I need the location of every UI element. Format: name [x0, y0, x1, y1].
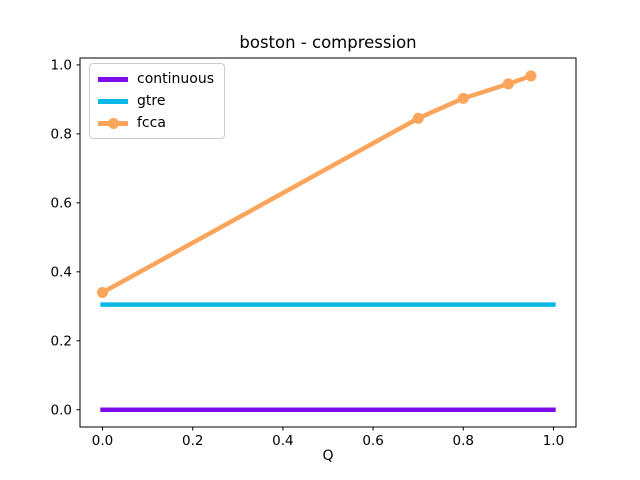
y-tick-label: 0.4	[51, 264, 72, 280]
legend-label: continuous	[137, 71, 214, 87]
chart-title: boston - compression	[239, 33, 417, 52]
x-tick-label: 0.0	[92, 433, 113, 449]
x-axis-label: Q	[322, 448, 334, 464]
x-tick-label: 0.4	[272, 433, 293, 449]
legend-entry-continuous: continuous	[98, 70, 214, 88]
legend-line-icon	[98, 99, 128, 104]
legend-swatch-continuous	[98, 73, 128, 85]
legend-label: gtre	[137, 93, 166, 109]
y-tick-label: 0.6	[51, 195, 72, 211]
series-marker-fcca	[502, 78, 514, 90]
axes-frame	[79, 57, 577, 428]
series-marker-fcca	[97, 287, 109, 299]
y-tick-label: 0.0	[51, 402, 72, 418]
y-tick-label: 0.2	[51, 333, 72, 349]
legend: continuous gtre fcca	[89, 63, 225, 139]
series-marker-fcca	[457, 92, 469, 104]
y-tick-label: 0.8	[51, 126, 72, 142]
legend-label: fcca	[137, 115, 166, 131]
legend-marker-icon	[107, 117, 119, 129]
legend-swatch-fcca	[98, 117, 128, 129]
legend-swatch-gtre	[98, 95, 128, 107]
legend-line-icon	[98, 77, 128, 82]
x-tick-label: 0.6	[362, 433, 383, 449]
y-tick-label: 1.0	[51, 57, 72, 73]
x-tick-label: 0.8	[453, 433, 474, 449]
x-tick-label: 0.2	[182, 433, 203, 449]
x-tick-label: 1.0	[543, 433, 564, 449]
series-marker-fcca	[525, 70, 537, 82]
legend-entry-fcca: fcca	[98, 114, 214, 132]
legend-entry-gtre: gtre	[98, 92, 214, 110]
series-marker-fcca	[412, 112, 424, 124]
